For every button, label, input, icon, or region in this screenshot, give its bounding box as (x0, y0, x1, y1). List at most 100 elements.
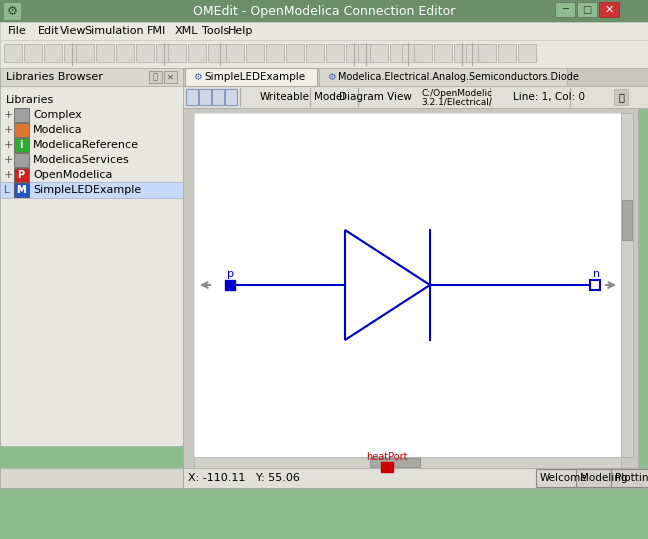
Text: FMI: FMI (147, 26, 167, 36)
Text: ModelicaReference: ModelicaReference (33, 140, 139, 150)
Text: ─: ─ (562, 4, 568, 15)
Text: ⚙: ⚙ (193, 72, 202, 82)
Text: Help: Help (228, 26, 253, 36)
Bar (225, 89, 237, 105)
Bar (183, 86, 648, 108)
Bar (0, 68, 183, 86)
Bar (370, 458, 420, 467)
Bar (0, 22, 648, 40)
Text: L: L (4, 185, 10, 195)
Text: Libraries Browser: Libraries Browser (6, 72, 103, 82)
Bar (4, 3, 20, 19)
Text: +: + (4, 110, 14, 120)
Bar (194, 457, 621, 468)
Bar (14, 183, 29, 197)
Bar (266, 44, 284, 62)
Text: Complex: Complex (33, 110, 82, 120)
Bar (246, 44, 264, 62)
Bar (0, 182, 183, 198)
Bar (188, 44, 206, 62)
Bar (168, 44, 186, 62)
Text: ⚙: ⚙ (327, 72, 336, 82)
Bar (518, 44, 536, 62)
Bar (0, 40, 648, 68)
Bar (390, 44, 408, 62)
Text: M: M (16, 185, 26, 195)
Text: Tools: Tools (202, 26, 229, 36)
Text: i: i (19, 140, 23, 150)
Text: ⚙: ⚙ (6, 4, 17, 17)
Bar (577, 2, 597, 17)
Bar (136, 44, 154, 62)
Bar (96, 44, 114, 62)
Text: ⋱: ⋱ (636, 480, 647, 490)
Text: 📌: 📌 (152, 73, 157, 81)
Text: ModelicaServices: ModelicaServices (33, 155, 130, 165)
Text: +: + (4, 155, 14, 165)
Bar (14, 168, 29, 182)
Bar (0, 468, 648, 488)
Bar (14, 153, 29, 167)
Bar (555, 2, 575, 17)
Bar (14, 138, 29, 152)
Text: Model: Model (314, 92, 345, 102)
Bar (185, 68, 317, 86)
Bar (116, 44, 134, 62)
Bar (212, 89, 224, 105)
Text: Welcome: Welcome (540, 473, 588, 483)
Bar (199, 89, 211, 105)
Bar (614, 89, 628, 105)
Bar (454, 44, 472, 62)
Bar (226, 44, 244, 62)
Text: heatPort: heatPort (366, 452, 408, 462)
Text: Simulation: Simulation (84, 26, 144, 36)
Bar (183, 108, 638, 468)
Text: n: n (593, 269, 600, 279)
Text: 🔒: 🔒 (618, 92, 624, 102)
Bar (326, 44, 344, 62)
Bar (306, 44, 324, 62)
Text: SimpleLEDExample: SimpleLEDExample (204, 72, 305, 82)
Bar (536, 469, 594, 487)
Text: □: □ (583, 4, 592, 15)
Bar (622, 200, 632, 240)
Bar (434, 44, 452, 62)
Bar (149, 71, 162, 83)
Bar (24, 44, 42, 62)
Text: +: + (4, 170, 14, 180)
Bar (346, 44, 364, 62)
Bar (599, 2, 619, 17)
Bar (381, 462, 393, 472)
Text: Modeling: Modeling (580, 473, 627, 483)
Text: OMEdit - OpenModelica Connection Editor: OMEdit - OpenModelica Connection Editor (193, 4, 455, 17)
Text: Libraries: Libraries (6, 95, 54, 105)
Bar (14, 108, 29, 122)
Text: M: M (16, 185, 26, 195)
Text: Line: 1, Col: 0: Line: 1, Col: 0 (513, 92, 585, 102)
Text: Edit: Edit (38, 26, 60, 36)
Bar (0, 86, 183, 446)
Bar (183, 68, 648, 86)
Bar (414, 44, 432, 62)
Text: View: View (60, 26, 86, 36)
Bar (164, 71, 177, 83)
Text: Diagram View: Diagram View (338, 92, 411, 102)
Bar (186, 89, 198, 105)
Bar (225, 280, 235, 290)
Text: X: -110.11   Y: 55.06: X: -110.11 Y: 55.06 (188, 473, 300, 483)
Text: ✕: ✕ (167, 73, 174, 81)
Bar (466, 44, 484, 62)
Bar (0, 0, 648, 22)
Text: SimpleLEDExample: SimpleLEDExample (33, 185, 141, 195)
Text: ✕: ✕ (605, 4, 614, 15)
Bar (576, 469, 630, 487)
Bar (64, 44, 82, 62)
Text: Modelica.Electrical.Analog.Semiconductors.Diode: Modelica.Electrical.Analog.Semiconductor… (338, 72, 579, 82)
Bar (402, 44, 420, 62)
Text: +: + (4, 125, 14, 135)
Bar (621, 113, 633, 457)
Text: OpenModelica: OpenModelica (33, 170, 112, 180)
Text: Modelica: Modelica (33, 125, 83, 135)
Text: C:/OpenModelic: C:/OpenModelic (421, 88, 492, 98)
Bar (286, 44, 304, 62)
